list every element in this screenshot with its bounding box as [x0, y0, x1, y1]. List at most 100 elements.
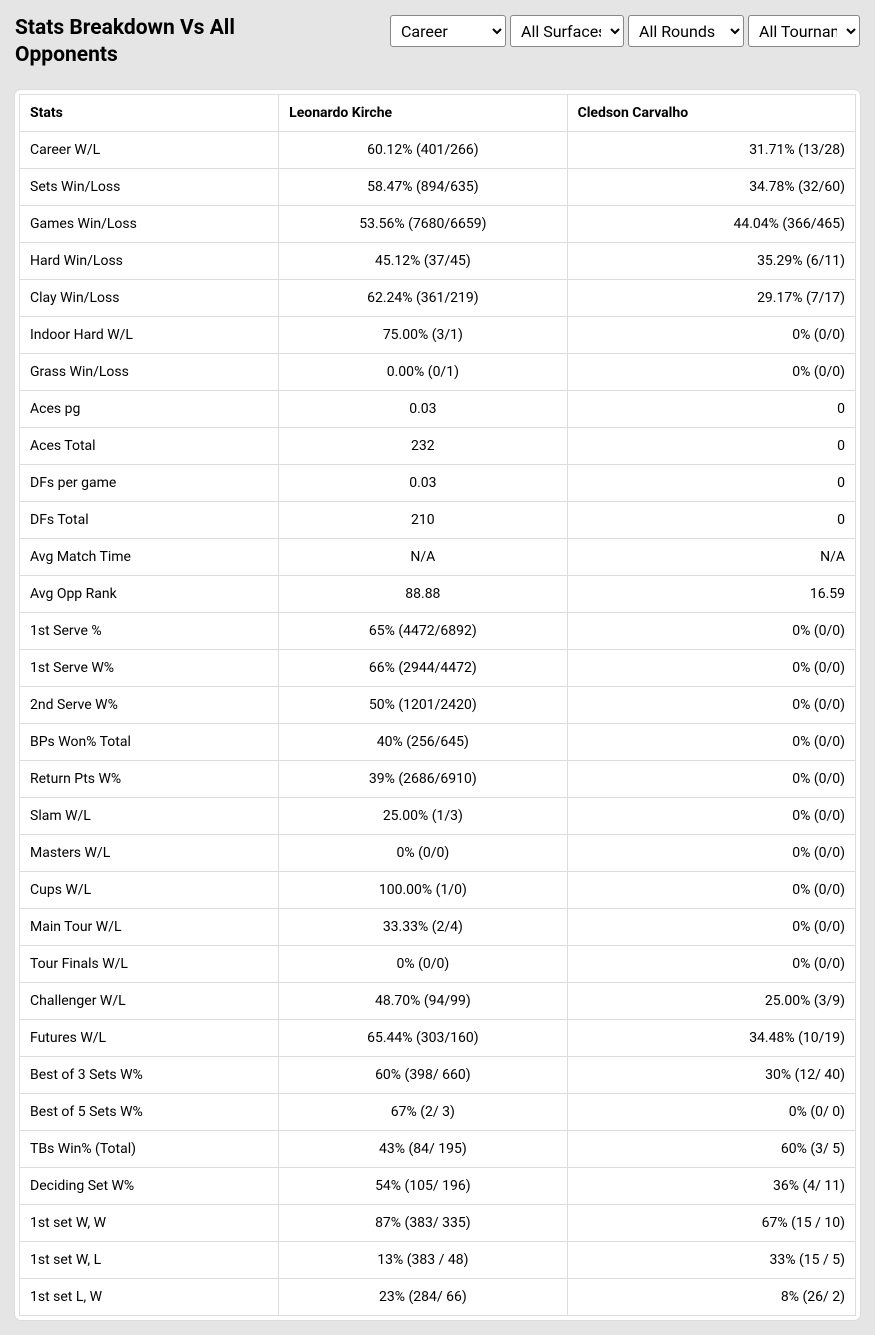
table-row: Deciding Set W%54% (105/ 196)36% (4/ 11) [20, 1167, 856, 1204]
player2-value: 0 [567, 501, 855, 538]
stat-label: Best of 3 Sets W% [20, 1056, 279, 1093]
stat-label: 1st set L, W [20, 1278, 279, 1315]
player1-value: 87% (383/ 335) [279, 1204, 567, 1241]
player1-value: 0.00% (0/1) [279, 353, 567, 390]
table-row: DFs Total2100 [20, 501, 856, 538]
player1-value: 67% (2/ 3) [279, 1093, 567, 1130]
player1-value: 60.12% (401/266) [279, 131, 567, 168]
stat-label: Sets Win/Loss [20, 168, 279, 205]
stat-label: Avg Opp Rank [20, 575, 279, 612]
stat-label: Avg Match Time [20, 538, 279, 575]
player1-value: 58.47% (894/635) [279, 168, 567, 205]
stat-label: Games Win/Loss [20, 205, 279, 242]
stat-label: DFs Total [20, 501, 279, 538]
table-row: BPs Won% Total40% (256/645)0% (0/0) [20, 723, 856, 760]
player2-value: 0 [567, 427, 855, 464]
stat-label: 1st set W, W [20, 1204, 279, 1241]
player1-value: 65% (4472/6892) [279, 612, 567, 649]
player2-value: 36% (4/ 11) [567, 1167, 855, 1204]
table-row: Avg Match TimeN/AN/A [20, 538, 856, 575]
table-row: Hard Win/Loss45.12% (37/45)35.29% (6/11) [20, 242, 856, 279]
player2-value: 0 [567, 464, 855, 501]
stat-label: Hard Win/Loss [20, 242, 279, 279]
stat-label: Aces pg [20, 390, 279, 427]
stat-label: Return Pts W% [20, 760, 279, 797]
stat-label: 1st Serve % [20, 612, 279, 649]
table-row: 1st set W, W87% (383/ 335)67% (15 / 10) [20, 1204, 856, 1241]
table-row: Cups W/L100.00% (1/0)0% (0/0) [20, 871, 856, 908]
rounds-select[interactable]: All Rounds [628, 15, 744, 47]
table-row: Career W/L60.12% (401/266)31.71% (13/28) [20, 131, 856, 168]
player1-value: 60% (398/ 660) [279, 1056, 567, 1093]
player2-value: 0% (0/0) [567, 760, 855, 797]
stat-label: DFs per game [20, 464, 279, 501]
player2-value: 0% (0/0) [567, 871, 855, 908]
player2-value: 8% (26/ 2) [567, 1278, 855, 1315]
player1-value: 62.24% (361/219) [279, 279, 567, 316]
player1-value: 232 [279, 427, 567, 464]
player2-value: 29.17% (7/17) [567, 279, 855, 316]
table-row: Best of 3 Sets W%60% (398/ 660)30% (12/ … [20, 1056, 856, 1093]
period-select[interactable]: Career [390, 15, 506, 47]
col-header-player2: Cledson Carvalho [567, 94, 855, 131]
table-row: Slam W/L25.00% (1/3)0% (0/0) [20, 797, 856, 834]
player1-value: 65.44% (303/160) [279, 1019, 567, 1056]
player2-value: N/A [567, 538, 855, 575]
player2-value: 0% (0/0) [567, 723, 855, 760]
stat-label: Tour Finals W/L [20, 945, 279, 982]
player1-value: 75.00% (3/1) [279, 316, 567, 353]
player2-value: 34.78% (32/60) [567, 168, 855, 205]
table-row: Futures W/L65.44% (303/160)34.48% (10/19… [20, 1019, 856, 1056]
stat-label: Cups W/L [20, 871, 279, 908]
table-row: Main Tour W/L33.33% (2/4)0% (0/0) [20, 908, 856, 945]
table-header-row: Stats Leonardo Kirche Cledson Carvalho [20, 94, 856, 131]
player1-value: 23% (284/ 66) [279, 1278, 567, 1315]
player2-value: 0% (0/0) [567, 686, 855, 723]
stat-label: Clay Win/Loss [20, 279, 279, 316]
table-row: Sets Win/Loss58.47% (894/635)34.78% (32/… [20, 168, 856, 205]
table-row: Indoor Hard W/L75.00% (3/1)0% (0/0) [20, 316, 856, 353]
player1-value: 0% (0/0) [279, 945, 567, 982]
player1-value: 210 [279, 501, 567, 538]
table-row: TBs Win% (Total)43% (84/ 195)60% (3/ 5) [20, 1130, 856, 1167]
filters-bar: Career All Surfaces All Rounds All Tourn… [390, 15, 860, 47]
stats-table-container: Stats Leonardo Kirche Cledson Carvalho C… [15, 90, 860, 1320]
player2-value: 0% (0/0) [567, 797, 855, 834]
table-row: Best of 5 Sets W%67% (2/ 3)0% (0/ 0) [20, 1093, 856, 1130]
table-row: Tour Finals W/L0% (0/0)0% (0/0) [20, 945, 856, 982]
stat-label: Futures W/L [20, 1019, 279, 1056]
tournament-select[interactable]: All Tournaments [748, 15, 860, 47]
player2-value: 67% (15 / 10) [567, 1204, 855, 1241]
player1-value: 25.00% (1/3) [279, 797, 567, 834]
player1-value: 54% (105/ 196) [279, 1167, 567, 1204]
table-row: Aces pg0.030 [20, 390, 856, 427]
stat-label: Grass Win/Loss [20, 353, 279, 390]
player2-value: 0 [567, 390, 855, 427]
stat-label: 1st Serve W% [20, 649, 279, 686]
player2-value: 33% (15 / 5) [567, 1241, 855, 1278]
player1-value: 100.00% (1/0) [279, 871, 567, 908]
stat-label: TBs Win% (Total) [20, 1130, 279, 1167]
surface-select[interactable]: All Surfaces [510, 15, 624, 47]
player1-value: 50% (1201/2420) [279, 686, 567, 723]
table-row: Challenger W/L48.70% (94/99)25.00% (3/9) [20, 982, 856, 1019]
stat-label: 2nd Serve W% [20, 686, 279, 723]
player2-value: 0% (0/0) [567, 908, 855, 945]
player2-value: 44.04% (366/465) [567, 205, 855, 242]
table-row: Aces Total2320 [20, 427, 856, 464]
player1-value: 53.56% (7680/6659) [279, 205, 567, 242]
player2-value: 0% (0/0) [567, 649, 855, 686]
player2-value: 0% (0/0) [567, 353, 855, 390]
stat-label: Masters W/L [20, 834, 279, 871]
player1-value: 48.70% (94/99) [279, 982, 567, 1019]
stat-label: Aces Total [20, 427, 279, 464]
player2-value: 0% (0/0) [567, 612, 855, 649]
player2-value: 0% (0/0) [567, 316, 855, 353]
table-row: Avg Opp Rank88.8816.59 [20, 575, 856, 612]
player1-value: N/A [279, 538, 567, 575]
player2-value: 25.00% (3/9) [567, 982, 855, 1019]
table-row: Grass Win/Loss0.00% (0/1)0% (0/0) [20, 353, 856, 390]
table-row: 2nd Serve W%50% (1201/2420)0% (0/0) [20, 686, 856, 723]
player2-value: 16.59 [567, 575, 855, 612]
stats-table: Stats Leonardo Kirche Cledson Carvalho C… [19, 94, 856, 1316]
